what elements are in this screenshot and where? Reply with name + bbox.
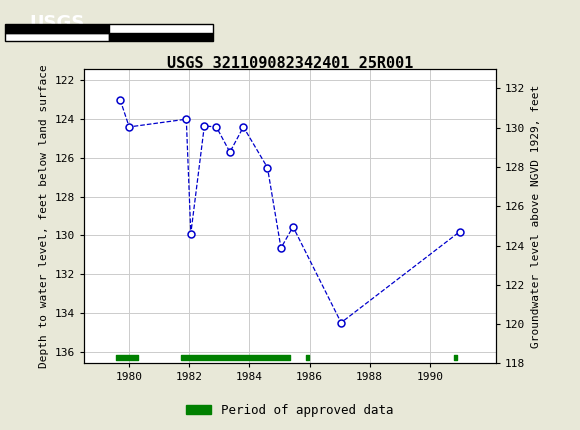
FancyBboxPatch shape bbox=[109, 33, 213, 41]
Legend: Period of approved data: Period of approved data bbox=[181, 399, 399, 421]
Y-axis label: Depth to water level, feet below land surface: Depth to water level, feet below land su… bbox=[39, 64, 49, 368]
FancyBboxPatch shape bbox=[5, 25, 109, 33]
FancyBboxPatch shape bbox=[109, 25, 213, 33]
FancyBboxPatch shape bbox=[5, 33, 109, 41]
Y-axis label: Groundwater level above NGVD 1929, feet: Groundwater level above NGVD 1929, feet bbox=[531, 84, 541, 348]
Text: USGS: USGS bbox=[29, 14, 84, 31]
Text: USGS 321109082342401 25R001: USGS 321109082342401 25R001 bbox=[167, 56, 413, 71]
